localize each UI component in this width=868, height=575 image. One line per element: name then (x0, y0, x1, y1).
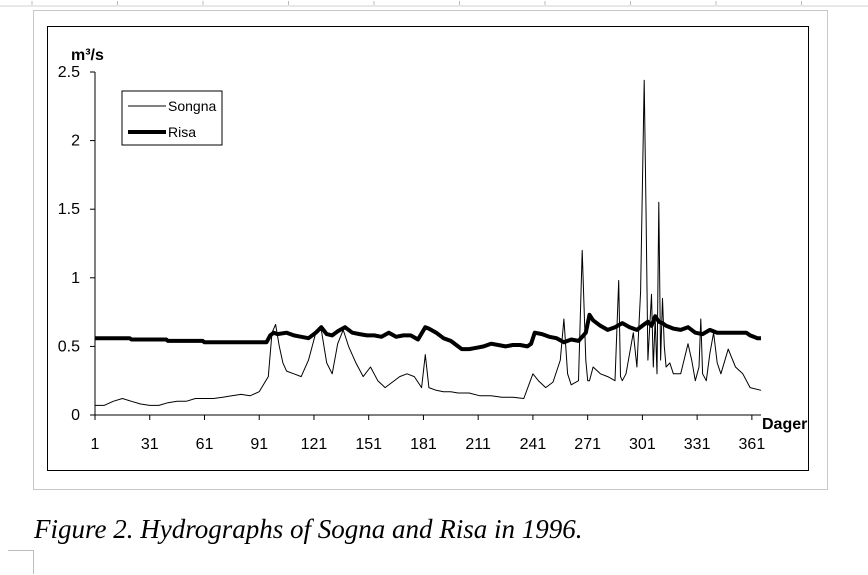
series-line-risa (95, 312, 761, 352)
legend-box (121, 90, 223, 146)
y-tick-label: 2 (71, 133, 80, 150)
page-corner-mark (8, 550, 34, 574)
x-tick-label: 1 (91, 436, 100, 453)
series-line-songna (95, 79, 762, 406)
x-tick-label: 181 (410, 436, 437, 453)
x-tick-label: 61 (196, 436, 214, 453)
x-tick-label: 301 (629, 436, 656, 453)
figure-caption: Figure 2. Hydrographs of Sogna and Risa … (34, 514, 583, 544)
x-tick-label: 151 (355, 436, 382, 453)
x-axis-label: Dager (762, 416, 807, 433)
y-tick-label: 0.5 (58, 338, 80, 355)
hydrograph-chart: 0 0.5 1 1.5 2 2.5 1 31 61 91 121 151 181 211 241 271 301… (58, 47, 808, 453)
x-tick-label: 31 (141, 436, 159, 453)
page-ruler (0, 1, 868, 7)
x-tick-label: 211 (465, 436, 491, 453)
y-tick-label: 2.5 (58, 64, 80, 81)
y-tick-label: 1.5 (58, 201, 80, 218)
ruler-ticks (31, 1, 802, 5)
axes: 0 0.5 1 1.5 2 2.5 1 31 61 91 121 151 181 211 241 271 301… (58, 47, 808, 453)
x-tick-label: 121 (301, 436, 328, 453)
x-tick-label: 361 (739, 436, 766, 453)
legend-label-risa: Risa (168, 124, 196, 140)
x-tick-label: 271 (574, 436, 601, 453)
x-tick-label: 331 (684, 436, 711, 453)
x-tick-label: 91 (250, 436, 268, 453)
legend-label-songna: Songna (168, 98, 216, 114)
figure-frame (33, 10, 828, 490)
chart-area: 0 0.5 1 1.5 2 2.5 1 31 61 91 121 151 181 211 241 271 301… (47, 26, 809, 471)
x-tick-label: 241 (520, 436, 547, 453)
y-axis-label: m³/s (71, 47, 104, 64)
y-tick-label: 1 (71, 270, 80, 287)
y-tick-label: 0 (71, 407, 80, 424)
legend: Songna Risa (121, 90, 223, 146)
